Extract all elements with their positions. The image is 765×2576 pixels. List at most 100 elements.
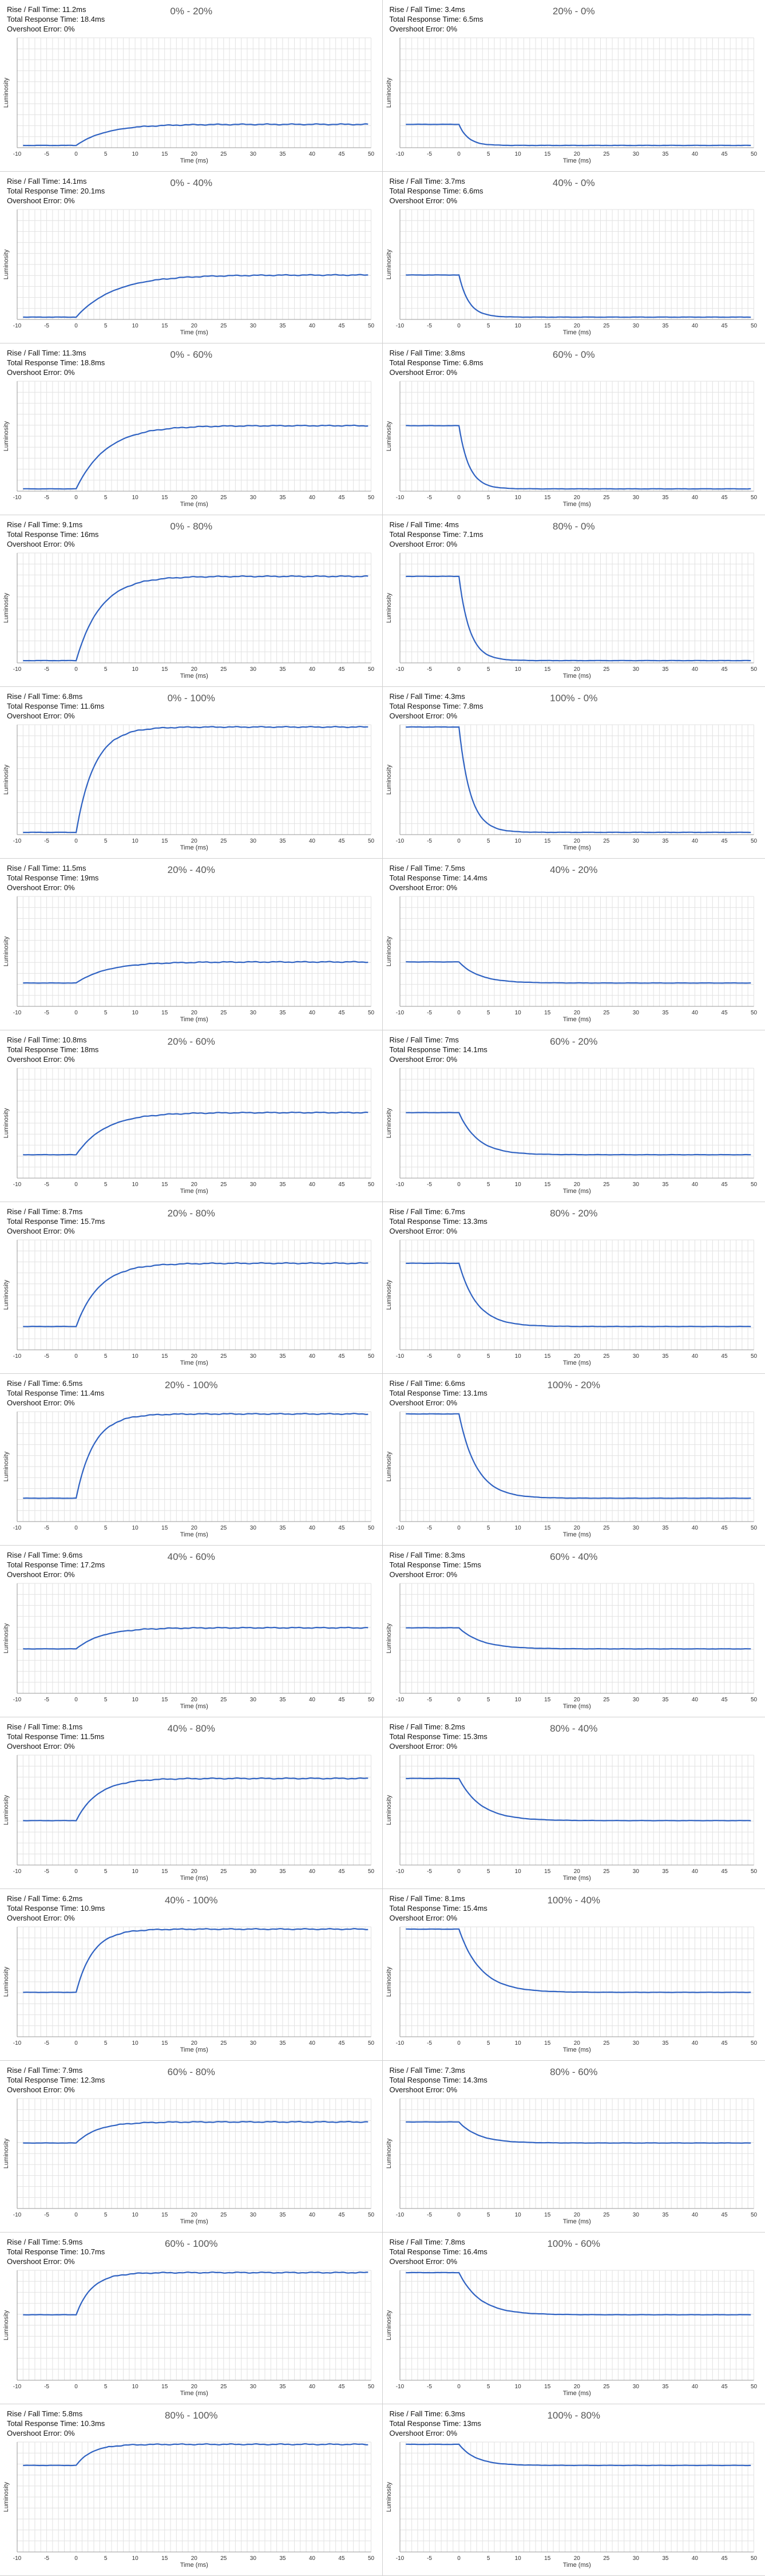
- x-tick-label: 30: [632, 1697, 639, 1703]
- x-tick-label: 15: [544, 1525, 551, 1531]
- x-axis-label: Time (ms): [562, 157, 590, 164]
- x-tick-label: -5: [427, 495, 432, 501]
- x-tick-label: 40: [309, 1182, 316, 1188]
- total-response-time-label: Total Response Time:: [389, 1560, 461, 1569]
- chart-title: 60% - 80%: [167, 2067, 215, 2077]
- x-tick-label: -10: [395, 838, 404, 844]
- x-tick-label: 45: [721, 2384, 728, 2390]
- chart-title: 40% - 80%: [167, 1723, 215, 1734]
- x-tick-label: 0: [74, 666, 78, 673]
- response-curve: [405, 2443, 751, 2467]
- rise-fall-time-line: Rise / Fall Time: 7.5ms: [390, 863, 487, 873]
- x-tick-label: 0: [457, 2212, 461, 2218]
- x-tick-label: 50: [368, 1182, 375, 1188]
- x-tick-label: 25: [220, 2040, 227, 2046]
- rise-fall-time-line: Rise / Fall Time: 8.1ms: [7, 1722, 104, 1732]
- x-tick-label: 0: [74, 2555, 78, 2562]
- x-tick-label: 35: [279, 495, 286, 501]
- x-tick-label: 5: [104, 2384, 108, 2390]
- x-tick-label: 20: [191, 323, 198, 329]
- x-tick-label: 5: [486, 2555, 490, 2562]
- x-tick-label: -5: [44, 2040, 49, 2046]
- rise-fall-time-label: Rise / Fall Time:: [389, 2238, 443, 2246]
- overshoot-error-label: Overshoot Error:: [389, 368, 445, 377]
- overshoot-error-label: Overshoot Error:: [389, 1398, 445, 1407]
- rise-fall-time-line: Rise / Fall Time: 5.8ms: [7, 2409, 105, 2419]
- x-tick-label: 5: [104, 1868, 108, 1875]
- x-tick-label: 15: [161, 2555, 168, 2562]
- x-tick-label: 5: [486, 151, 490, 157]
- x-axis-label: Time (ms): [180, 673, 208, 679]
- x-tick-label: 40: [691, 1525, 698, 1531]
- x-tick-label: 25: [603, 1868, 610, 1875]
- rise-fall-time-label: Rise / Fall Time:: [389, 692, 443, 701]
- total-response-time-label: Total Response Time:: [389, 1732, 461, 1741]
- x-tick-label: 40: [309, 2040, 316, 2046]
- response-curve: [405, 1627, 751, 1650]
- x-tick-label: -10: [13, 1525, 22, 1531]
- x-tick-label: 40: [309, 1010, 316, 1016]
- response-stats: Rise / Fall Time: 6.6ms Total Response Ti…: [390, 1378, 487, 1408]
- rise-fall-time-label: Rise / Fall Time:: [389, 349, 443, 357]
- response-curve: [23, 1927, 368, 1993]
- x-tick-label: -5: [427, 323, 432, 329]
- y-axis-label: Luminosity: [3, 77, 10, 108]
- response-stats: Rise / Fall Time: 8.1ms Total Response Ti…: [7, 1722, 104, 1751]
- x-axis-label: Time (ms): [562, 329, 590, 336]
- rise-fall-time-label: Rise / Fall Time:: [7, 1722, 61, 1731]
- x-tick-label: 40: [309, 2555, 316, 2562]
- x-tick-label: 5: [486, 1353, 490, 1360]
- chart-title: 0% - 60%: [170, 349, 213, 360]
- chart-panel: Rise / Fall Time: 11.2ms Total Response T…: [0, 0, 383, 172]
- x-tick-label: 30: [250, 666, 257, 673]
- x-tick-label: 40: [691, 2555, 698, 2562]
- x-tick-label: 30: [632, 1010, 639, 1016]
- x-tick-label: 50: [368, 1353, 375, 1360]
- total-response-time-label: Total Response Time:: [389, 2076, 461, 2084]
- rise-fall-time-line: Rise / Fall Time: 8.2ms: [390, 1722, 487, 1732]
- rise-fall-time-value: 8.1ms: [445, 1894, 465, 1903]
- x-tick-label: 35: [662, 323, 669, 329]
- line-plot: -10 -5 0 5 10 15 20 25 30 35 40 45 50 Time (ms) Lumino…: [386, 2270, 757, 2397]
- rise-fall-time-value: 7.5ms: [445, 864, 465, 872]
- chart-title: 20% - 40%: [167, 864, 215, 875]
- x-tick-label: 30: [250, 2212, 257, 2218]
- rise-fall-time-label: Rise / Fall Time:: [7, 1207, 61, 1216]
- x-tick-label: 35: [662, 666, 669, 673]
- x-tick-label: 35: [279, 323, 286, 329]
- total-response-time-label: Total Response Time:: [7, 358, 79, 367]
- x-tick-label: 50: [368, 1868, 375, 1875]
- x-tick-label: -5: [427, 1353, 432, 1360]
- response-stats: Rise / Fall Time: 7.5ms Total Response Ti…: [390, 863, 487, 892]
- x-tick-label: 0: [457, 1182, 461, 1188]
- rise-fall-time-value: 8.1ms: [62, 1722, 83, 1731]
- x-tick-label: 5: [486, 666, 490, 673]
- chart-title: 20% - 100%: [164, 1380, 218, 1390]
- x-tick-label: 15: [544, 838, 551, 844]
- x-tick-label: 40: [691, 2384, 698, 2390]
- x-tick-label: 10: [132, 838, 139, 844]
- chart-panel: Rise / Fall Time: 6.3ms Total Response Ti…: [382, 2404, 765, 2576]
- overshoot-error-label: Overshoot Error:: [389, 1914, 445, 1922]
- x-tick-label: -10: [13, 2384, 22, 2390]
- overshoot-error-label: Overshoot Error:: [389, 540, 445, 548]
- x-tick-label: 30: [632, 323, 639, 329]
- x-tick-label: 35: [279, 2212, 286, 2218]
- overshoot-error-value: 0%: [446, 1055, 458, 1064]
- line-plot: -10 -5 0 5 10 15 20 25 30 35 40 45 50 Time (ms) Lumino…: [3, 2441, 374, 2569]
- x-tick-label: -10: [395, 666, 404, 673]
- x-tick-label: 25: [220, 1182, 227, 1188]
- x-tick-label: 0: [457, 838, 461, 844]
- x-tick-label: -5: [44, 1697, 49, 1703]
- overshoot-error-line: Overshoot Error: 0%: [390, 2257, 487, 2266]
- x-tick-label: 40: [309, 1868, 316, 1875]
- x-tick-label: 30: [632, 2384, 639, 2390]
- total-response-time-label: Total Response Time:: [7, 702, 79, 710]
- overshoot-error-label: Overshoot Error:: [389, 883, 445, 892]
- x-tick-label: 10: [514, 151, 521, 157]
- x-tick-label: 10: [514, 1868, 521, 1875]
- x-tick-label: -5: [427, 2212, 432, 2218]
- overshoot-error-label: Overshoot Error:: [7, 1055, 62, 1064]
- x-tick-label: 50: [368, 666, 375, 673]
- total-response-time-value: 13.3ms: [463, 1217, 487, 1226]
